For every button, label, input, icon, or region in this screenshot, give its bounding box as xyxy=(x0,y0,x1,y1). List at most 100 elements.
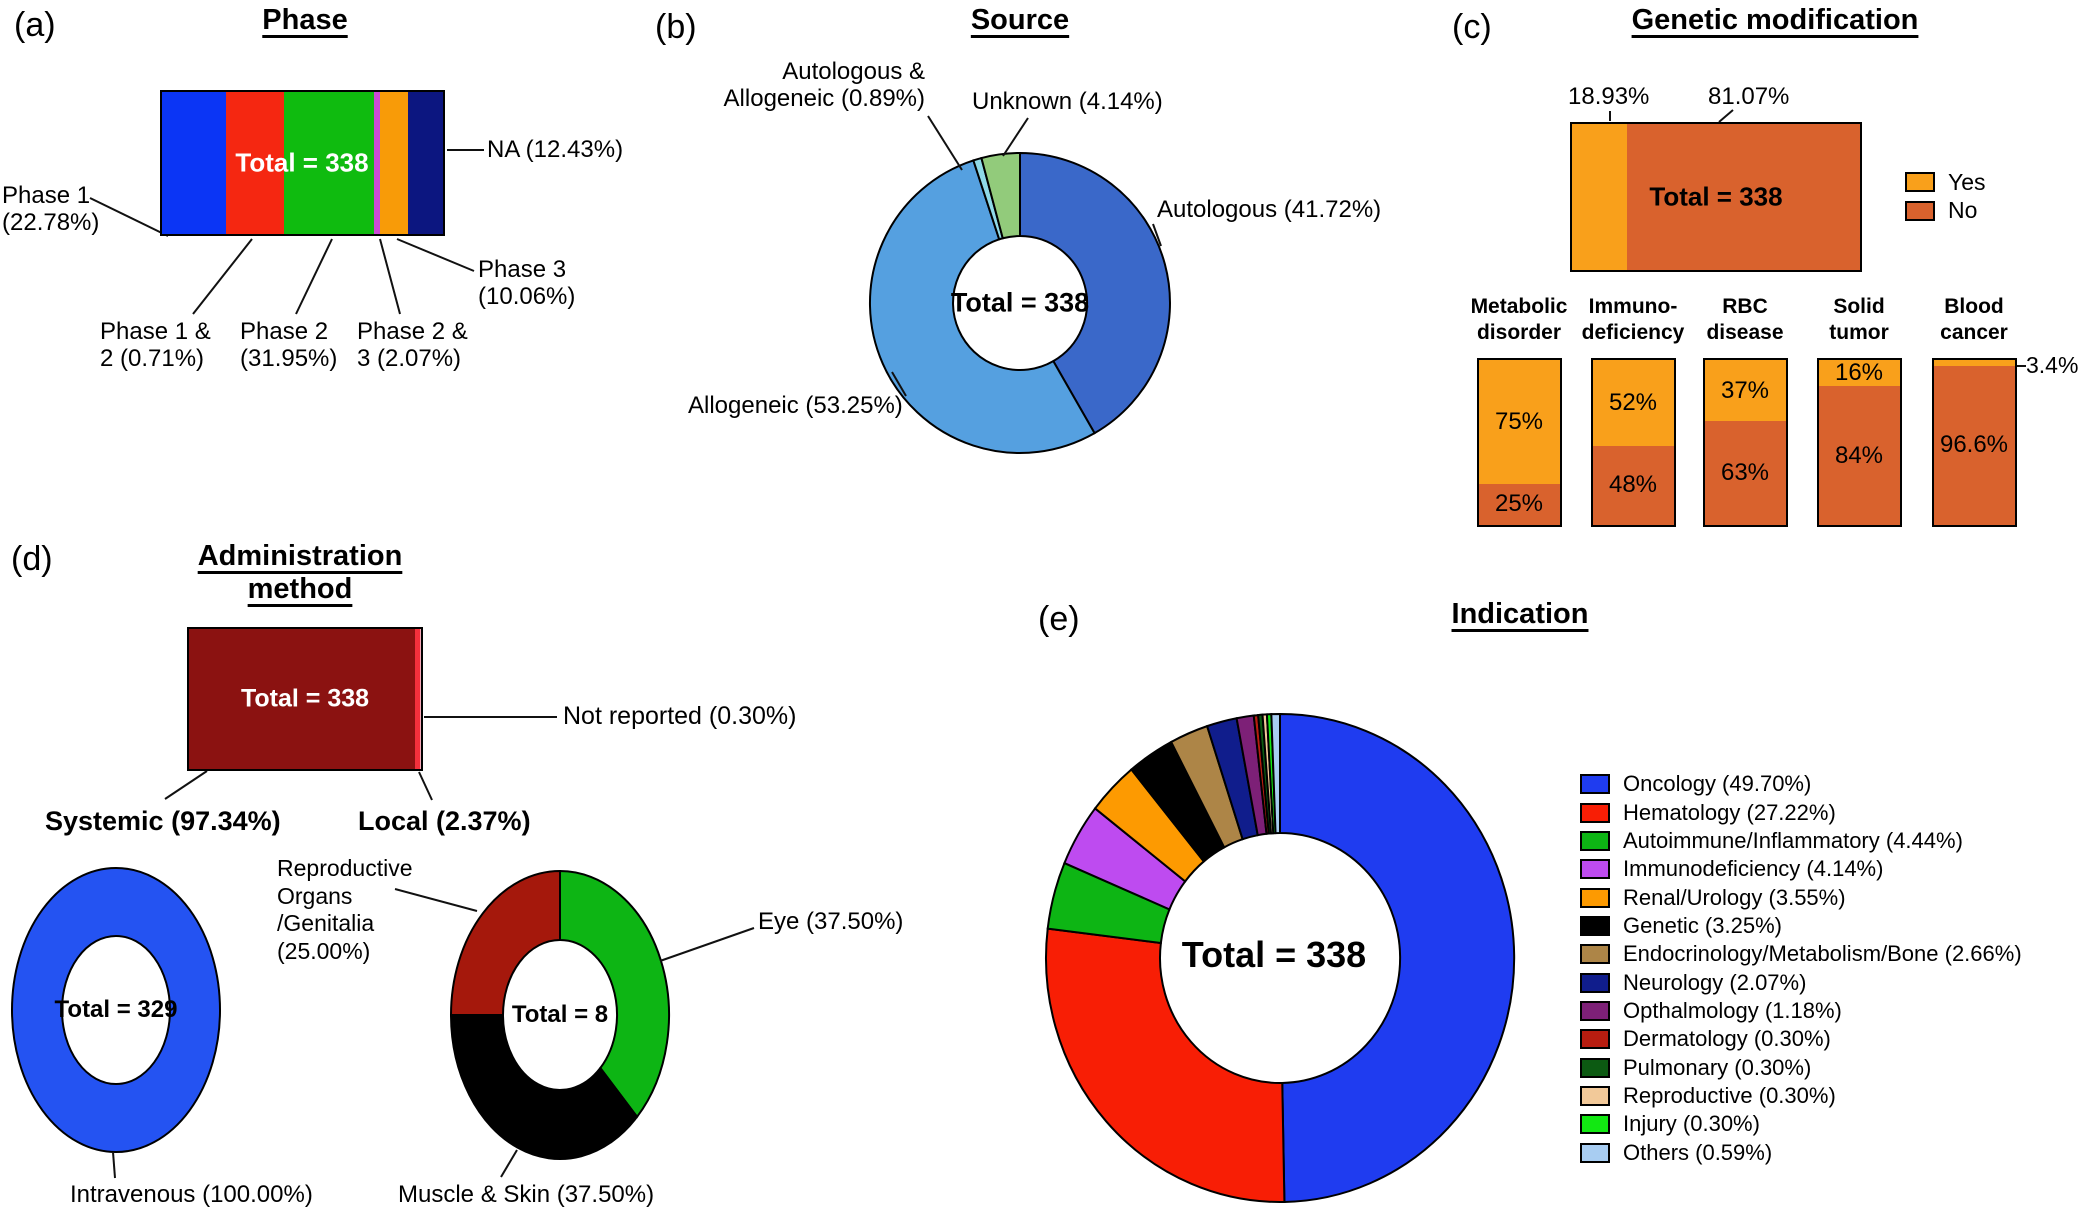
genetic-subbar-segment: 48% xyxy=(1592,445,1674,525)
genetic-subchart-metabolic: Metabolic disorder 75% 25% xyxy=(1449,294,1589,527)
genetic-subbar-value: 84% xyxy=(1834,441,1884,469)
local-donut-total: Total = 8 xyxy=(511,1001,609,1028)
legend-label: Yes xyxy=(1948,168,1986,195)
genetic-subbar-value: 63% xyxy=(1720,459,1770,487)
source-donut xyxy=(868,151,1171,454)
bar-segment xyxy=(414,629,421,769)
local-donut-label-eye: Eye (37.50%) xyxy=(758,908,904,935)
legend-item: Renal/Urology (3.55%) xyxy=(1580,883,2022,911)
donut-segment xyxy=(559,869,670,1119)
genetic-subchart-solid: Solid tumor 16% 84% xyxy=(1789,294,1929,527)
local-donut-label-muscle-skin: Muscle & Skin (37.50%) xyxy=(398,1181,655,1208)
legend-label: Reproductive (0.30%) xyxy=(1623,1082,1836,1108)
legend-label: Opthalmology (1.18%) xyxy=(1623,997,1842,1023)
legend-label: Neurology (2.07%) xyxy=(1623,969,1807,995)
bar-segment xyxy=(284,92,374,234)
administration-title: Administration method xyxy=(197,540,403,605)
source-title: Source xyxy=(970,4,1070,36)
genetic-subbar-segment: 52% xyxy=(1592,360,1674,446)
legend-item: Hematology (27.22%) xyxy=(1580,798,2022,826)
source-label-auto-allo: Autologous & Allogeneic (0.89%) xyxy=(723,58,925,113)
legend-item: Others (0.59%) xyxy=(1580,1138,2022,1166)
donut-segment xyxy=(1045,927,1286,1203)
legend-swatch xyxy=(1905,172,1935,193)
legend-item: Genetic (3.25%) xyxy=(1580,912,2022,940)
panel-tag-a: (a) xyxy=(14,6,56,44)
legend-item: Reproductive (0.30%) xyxy=(1580,1082,2022,1110)
phase-total-label: Total = 338 xyxy=(235,147,369,178)
phase-title: Phase xyxy=(262,4,348,36)
genetic-subbar-segment: 37% xyxy=(1704,360,1786,422)
legend-item: Endocrinology/Metabolism/Bone (2.66%) xyxy=(1580,940,2022,968)
legend-label: Immunodeficiency (4.14%) xyxy=(1623,856,1884,882)
legend-swatch xyxy=(1580,1142,1610,1163)
administration-total-label: Total = 338 xyxy=(240,684,370,713)
legend-swatch xyxy=(1580,802,1610,823)
legend-swatch xyxy=(1905,200,1935,221)
donut-segment xyxy=(980,151,1021,240)
genetic-subcat-label: Solid tumor xyxy=(1829,295,1889,345)
phase-label-1-2: Phase 1 & 2 (0.71%) xyxy=(100,318,211,373)
indication-donut xyxy=(1045,712,1516,1203)
genetic-subcat-label: RBC disease xyxy=(1706,295,1784,345)
genetic-subbar: 37% 63% xyxy=(1702,358,1788,527)
leader-lines xyxy=(89,109,2026,1179)
systemic-donut-total: Total = 329 xyxy=(54,996,178,1023)
source-label-autologous: Autologous (41.72%) xyxy=(1157,196,1382,223)
administration-label-local: Local (2.37%) xyxy=(358,806,531,836)
genetic-legend: Yes No xyxy=(1905,168,1986,225)
legend-item: No xyxy=(1905,196,1986,224)
legend-label: Hematology (27.22%) xyxy=(1623,799,1836,825)
source-total-label: Total = 338 xyxy=(950,287,1090,318)
genetic-outside-label: 3.4% xyxy=(2026,352,2079,378)
genetic-subbar-value: 52% xyxy=(1608,388,1658,416)
systemic-donut xyxy=(10,867,222,1153)
bar-segment xyxy=(408,92,443,234)
legend-swatch xyxy=(1580,944,1610,965)
legend-item: Immunodeficiency (4.14%) xyxy=(1580,855,2022,883)
legend-swatch xyxy=(1580,1114,1610,1135)
legend-swatch xyxy=(1580,915,1610,936)
bar-segment xyxy=(373,92,380,234)
genetic-subbar-value: 48% xyxy=(1608,471,1658,499)
legend-swatch xyxy=(1580,972,1610,993)
legend-item: Injury (0.30%) xyxy=(1580,1110,2022,1138)
donut-segment xyxy=(868,159,1096,454)
legend-swatch xyxy=(1580,1085,1610,1106)
genetic-subbar-segment xyxy=(1933,360,2015,366)
genetic-subbar-segment: 96.6% xyxy=(1933,365,2015,525)
genetic-yes-pct: 18.93% xyxy=(1568,83,1650,110)
panel-tag-c: (c) xyxy=(1452,8,1492,46)
donut-segment xyxy=(449,1014,639,1160)
legend-label: Oncology (49.70%) xyxy=(1623,771,1812,797)
legend-swatch xyxy=(1580,887,1610,908)
bar-segment xyxy=(1626,124,1860,270)
genetic-subbar-segment: 63% xyxy=(1704,421,1786,525)
donut-segment xyxy=(449,869,561,1016)
legend-label: Injury (0.30%) xyxy=(1623,1111,1760,1137)
legend-item: Autoimmune/Inflammatory (4.44%) xyxy=(1580,827,2022,855)
systemic-donut-label-intravenous: Intravenous (100.00%) xyxy=(70,1181,313,1208)
donut-segment xyxy=(1270,712,1281,835)
genetic-subbar-value: 16% xyxy=(1834,359,1884,387)
genetic-no-pct: 81.07% xyxy=(1708,83,1790,110)
legend-label: Others (0.59%) xyxy=(1623,1139,1773,1165)
legend-item: Oncology (49.70%) xyxy=(1580,770,2022,798)
phase-label-2-3: Phase 2 & 3 (2.07%) xyxy=(357,318,468,373)
legend-swatch xyxy=(1580,859,1610,880)
genetic-title: Genetic modification xyxy=(1631,4,1919,36)
genetic-subbar: 52% 48% xyxy=(1590,358,1676,527)
legend-swatch xyxy=(1580,830,1610,851)
panel-tag-b: (b) xyxy=(655,8,697,46)
legend-swatch xyxy=(1580,1057,1610,1078)
administration-label-systemic: Systemic (97.34%) xyxy=(45,806,281,836)
legend-label: Pulmonary (0.30%) xyxy=(1623,1054,1812,1080)
bar-segment xyxy=(162,92,226,234)
source-label-unknown: Unknown (4.14%) xyxy=(972,88,1163,115)
panel-tag-e: (e) xyxy=(1038,600,1080,638)
indication-title: Indication xyxy=(1451,598,1589,630)
phase-stacked-bar xyxy=(160,90,445,236)
administration-stacked-bar xyxy=(187,627,423,771)
legend-item: Opthalmology (1.18%) xyxy=(1580,997,2022,1025)
